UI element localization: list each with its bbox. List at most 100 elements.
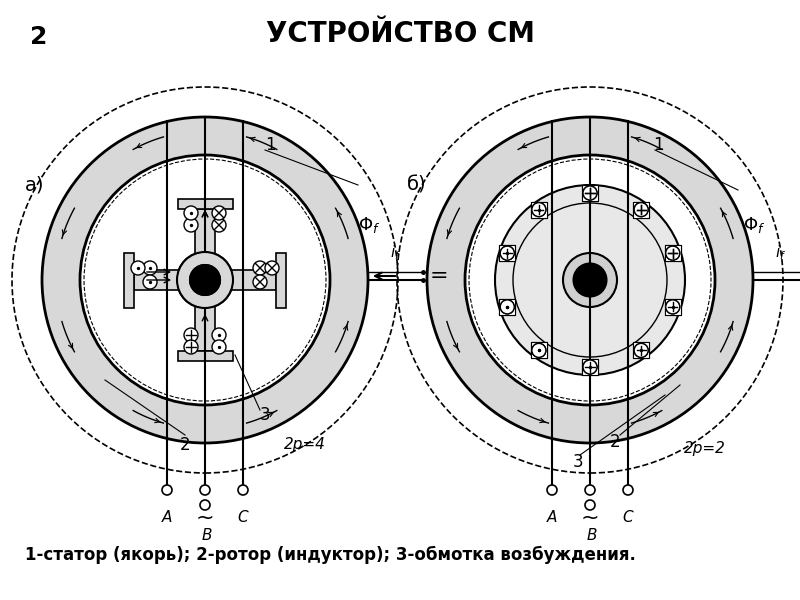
Circle shape [212,340,226,354]
Circle shape [513,203,667,357]
Circle shape [585,485,595,495]
Circle shape [177,252,233,308]
Circle shape [212,206,226,220]
Text: A: A [162,511,172,526]
Circle shape [265,261,279,275]
Circle shape [634,203,648,217]
Circle shape [500,246,514,260]
Bar [633,343,649,358]
Text: ~: ~ [581,508,599,528]
Circle shape [190,265,220,295]
Circle shape [666,246,680,260]
Text: 1: 1 [653,136,663,154]
Bar [665,299,681,315]
Text: 3: 3 [573,453,583,471]
Circle shape [532,203,546,217]
Text: 1: 1 [265,136,275,154]
Bar [276,253,286,307]
Bar [499,245,515,261]
Text: 3: 3 [260,406,270,424]
Bar [195,209,215,254]
Bar [531,343,547,358]
Text: УСТРОЙСТВО СМ: УСТРОЙСТВО СМ [266,20,534,48]
Circle shape [585,500,595,510]
Circle shape [532,343,546,358]
Text: $i_f$: $i_f$ [390,244,402,262]
Bar [582,185,598,201]
Text: 2p=4: 2p=4 [284,437,326,452]
Text: =: = [430,266,449,286]
Text: $i_f$: $i_f$ [775,244,786,262]
Bar [582,359,598,375]
Circle shape [427,117,753,443]
Bar [633,343,649,358]
Circle shape [547,485,557,495]
Text: ~: ~ [196,508,214,528]
Text: C: C [622,511,634,526]
Circle shape [623,485,633,495]
Bar [665,299,681,315]
Bar [178,199,233,209]
Circle shape [500,246,514,260]
Text: A: A [547,511,557,526]
Circle shape [253,275,267,289]
Text: 2: 2 [180,436,190,454]
Circle shape [495,185,685,375]
Text: б): б) [407,175,426,194]
Bar [499,299,515,315]
Bar [231,270,276,290]
Bar [665,245,681,261]
Text: C: C [238,511,248,526]
Text: 1-статор (якорь); 2-ротор (индуктор); 3-обмотка возбуждения.: 1-статор (якорь); 2-ротор (индуктор); 3-… [25,546,636,564]
Circle shape [143,261,157,275]
Circle shape [80,155,330,405]
Circle shape [666,300,680,314]
Bar [582,359,598,375]
Circle shape [583,186,597,200]
Bar [124,253,134,307]
Circle shape [212,328,226,342]
Circle shape [42,117,368,443]
Circle shape [184,206,198,220]
Circle shape [200,500,210,510]
Bar [531,202,547,218]
Circle shape [532,343,546,358]
Bar [195,306,215,351]
Circle shape [162,485,172,495]
Circle shape [184,340,198,354]
Circle shape [190,265,220,295]
Circle shape [500,300,514,314]
Circle shape [666,300,680,314]
Circle shape [131,261,145,275]
Circle shape [238,485,248,495]
Bar [633,202,649,218]
Circle shape [143,275,157,289]
Text: 2: 2 [30,25,47,49]
Circle shape [253,261,267,275]
Text: а): а) [25,175,45,194]
Bar [531,343,547,358]
Circle shape [634,343,648,358]
Bar [134,270,179,290]
Circle shape [574,263,606,296]
Bar [178,351,233,361]
Text: B: B [202,529,212,544]
Circle shape [212,218,226,232]
Circle shape [532,203,546,217]
Circle shape [563,253,617,307]
Bar [633,202,649,218]
Circle shape [184,218,198,232]
Bar [499,245,515,261]
Circle shape [177,252,233,308]
Circle shape [583,360,597,374]
Bar [665,245,681,261]
Text: 2p=2: 2p=2 [684,440,726,455]
Circle shape [583,186,597,200]
Bar [531,202,547,218]
Circle shape [184,328,198,342]
Circle shape [634,203,648,217]
Circle shape [465,155,715,405]
Bar [582,185,598,201]
Bar [499,299,515,315]
Text: B: B [586,529,598,544]
